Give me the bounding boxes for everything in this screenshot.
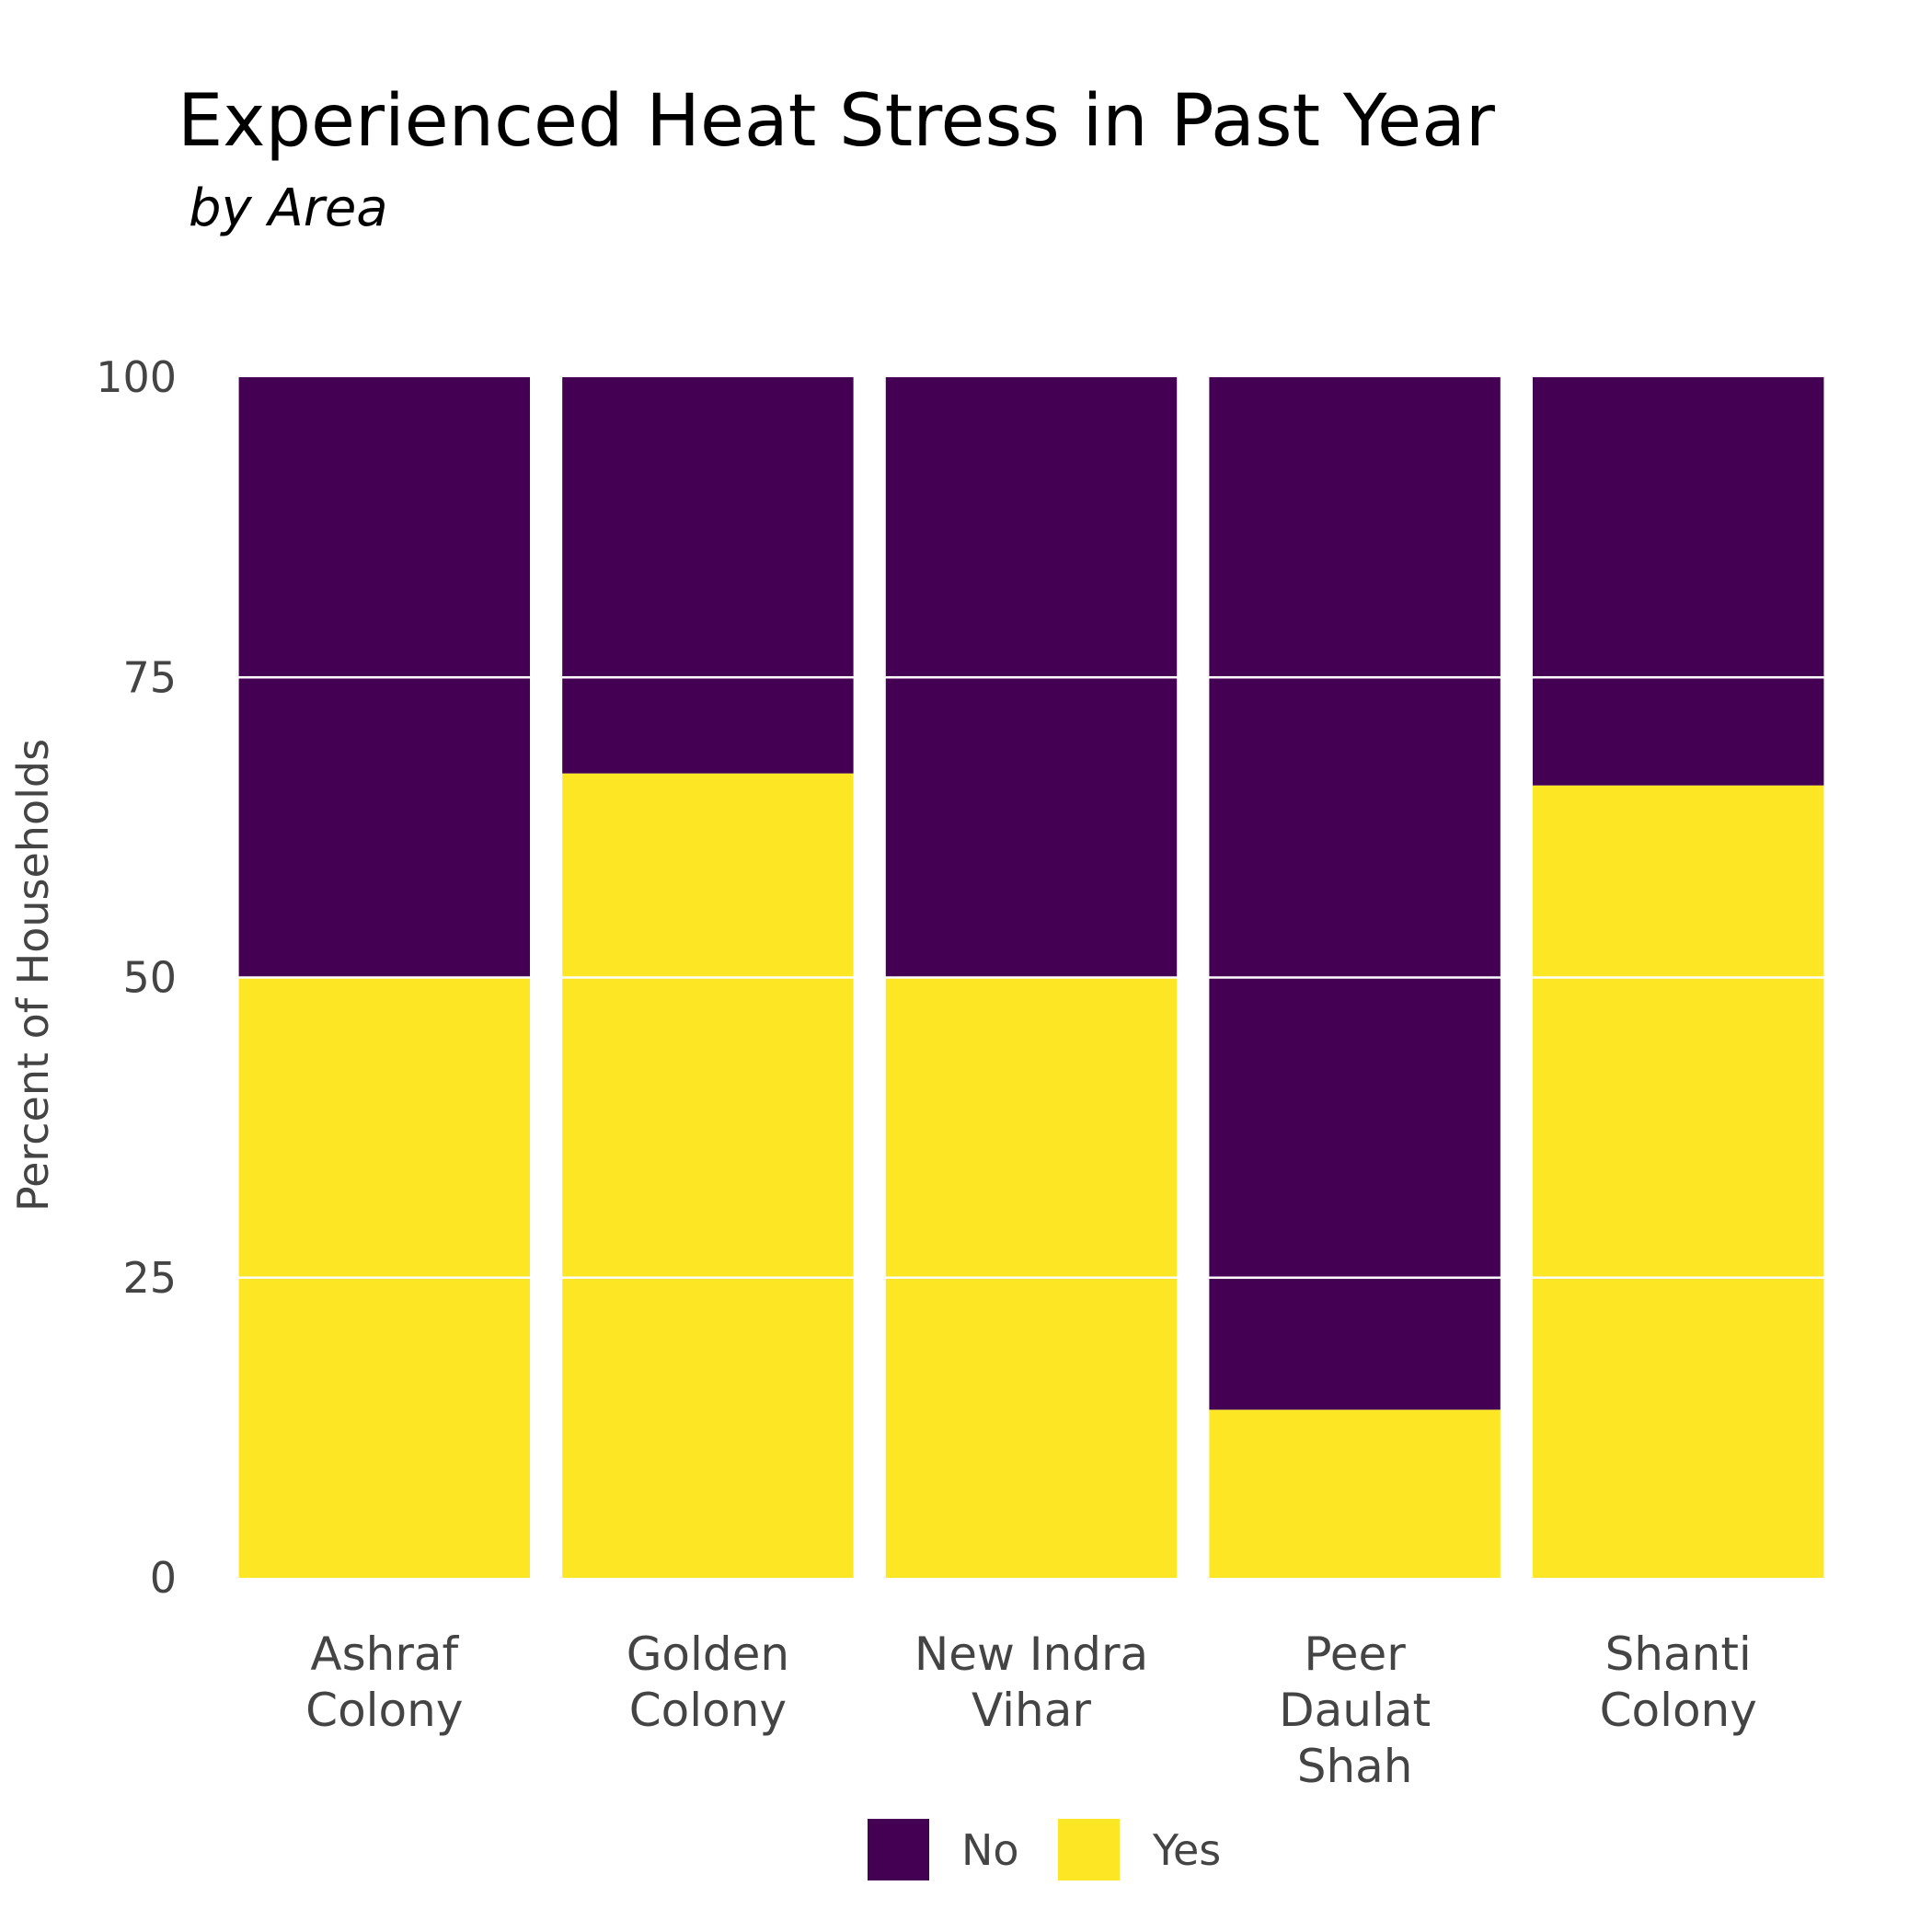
x-tick-label: Colony (629, 1684, 787, 1737)
legend-swatch-yes (1058, 1819, 1120, 1880)
y-tick-label: 25 (122, 1253, 177, 1303)
y-tick-labels: 0 25 50 75 100 (96, 352, 177, 1603)
y-tick-label: 75 (122, 652, 177, 702)
legend: No Yes (868, 1819, 1221, 1880)
bar-no-3 (1209, 377, 1501, 1410)
bar-no-1 (562, 377, 854, 774)
x-tick-label: Vihar (972, 1684, 1091, 1737)
x-tick-label: New Indra (914, 1627, 1148, 1681)
x-tick-label: Golden (627, 1627, 789, 1681)
x-tick-label: Ashraf (310, 1627, 459, 1681)
bar-yes-1 (562, 773, 854, 1578)
x-tick-label: Colony (1600, 1684, 1757, 1737)
x-tick-label: Shanti (1605, 1627, 1752, 1681)
chart-title: Experienced Heat Stress in Past Year (178, 80, 1496, 163)
bar-yes-3 (1209, 1409, 1501, 1578)
y-tick-label: 100 (96, 352, 177, 402)
y-axis-title: Percent of Households (8, 739, 58, 1212)
x-tick-label: Colony (305, 1684, 463, 1737)
legend-label-no: No (961, 1825, 1019, 1875)
y-tick-label: 0 (150, 1553, 177, 1603)
y-tick-label: 50 (122, 953, 177, 1003)
bar-yes-4 (1532, 785, 1824, 1578)
legend-swatch-no (868, 1819, 929, 1880)
x-tick-label: Daulat (1279, 1684, 1431, 1737)
x-tick-label: Peer (1304, 1627, 1406, 1681)
legend-label-yes: Yes (1152, 1825, 1221, 1875)
bar-no-4 (1532, 377, 1824, 786)
chart-subtitle: by Area (189, 178, 388, 238)
gridlines-group (223, 676, 1840, 1279)
x-tick-label: Shah (1297, 1740, 1413, 1793)
